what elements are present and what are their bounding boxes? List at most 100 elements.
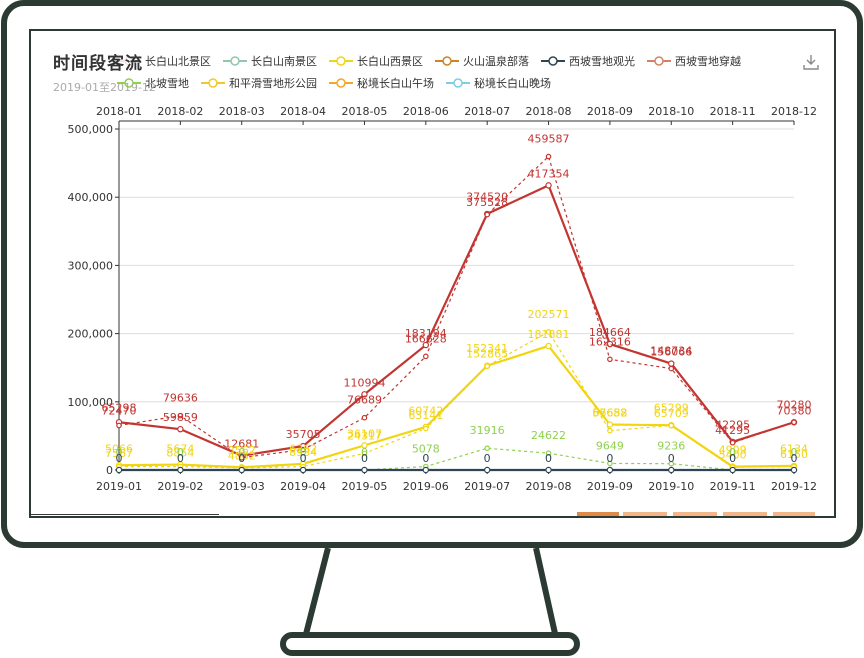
x-top-tick-label: 2018-01	[96, 105, 142, 118]
x-top-tick-label: 2018-09	[587, 105, 633, 118]
data-point	[177, 466, 184, 474]
data-point	[668, 460, 675, 467]
data-label: 76689	[347, 394, 382, 407]
x-bottom-tick-label: 2019-03	[219, 480, 265, 493]
legend-item[interactable]: 北坡雪地	[117, 72, 189, 94]
download-icon[interactable]	[802, 53, 820, 71]
data-label: 66682	[592, 407, 627, 420]
data-label: 184664	[589, 326, 631, 339]
data-label: 7567	[105, 447, 133, 460]
data-label: 0	[238, 452, 245, 465]
data-label: 57658	[592, 407, 627, 420]
legend-row: 长白山北景区 长白山南景区 长白山西景区 火山温泉部落 西坡雪地观光 西坡雪地穿越 北坡雪地…	[117, 50, 807, 94]
legend-swatch-icon	[647, 56, 671, 66]
bottom-tab-4[interactable]	[673, 512, 717, 516]
data-label: 148734	[650, 345, 692, 358]
legend-item[interactable]: 秘境长白山晚场	[446, 72, 551, 94]
data-label: 65709	[654, 407, 689, 420]
data-label: 0	[238, 446, 245, 459]
y-tick-label: 500,000	[68, 123, 114, 136]
data-point	[668, 365, 675, 372]
x-bottom-tick-label: 2019-04	[280, 480, 326, 493]
legend-swatch-icon	[435, 56, 459, 66]
x-bottom-tick-label: 2019-05	[341, 480, 387, 493]
legend-label: 西坡雪地穿越	[675, 55, 741, 68]
legend-item[interactable]: 和平滑雪地形公园	[201, 72, 317, 94]
data-label: 4882	[228, 449, 256, 462]
bottom-tab-6[interactable]	[773, 512, 815, 516]
data-point	[729, 466, 736, 474]
series-line-0	[118, 183, 795, 457]
x-top-tick-label: 2018-07	[464, 105, 510, 118]
data-label: 0	[729, 446, 736, 459]
bottom-tab-1[interactable]	[31, 514, 219, 515]
data-point	[606, 340, 614, 348]
data-label: 0	[606, 452, 613, 465]
series-lines	[115, 153, 798, 474]
data-label: 0	[791, 446, 798, 459]
legend: 长白山北景区 长白山南景区 长白山西景区 火山温泉部落 西坡雪地观光 西坡雪地穿越 北坡雪地…	[117, 50, 807, 94]
data-point	[729, 439, 736, 446]
data-label: 72470	[102, 404, 137, 417]
data-label: 9236	[657, 440, 685, 453]
data-point	[299, 466, 307, 474]
data-label: 63141	[408, 409, 443, 422]
legend-swatch-icon	[329, 56, 353, 66]
chart-panel: 0 100,000 200,000 300,000 400,000 500,000 2018…	[31, 31, 834, 516]
y-tick-label: 400,000	[68, 191, 114, 204]
legend-swatch-icon	[201, 78, 225, 88]
legend-label: 火山温泉部落	[463, 55, 529, 68]
legend-item[interactable]: 长白山南景区	[223, 50, 317, 72]
legend-label: 长白山南景区	[251, 55, 317, 68]
y-tick-label: 0	[106, 464, 113, 477]
legend-item[interactable]: 西坡雪地穿越	[647, 50, 741, 72]
bottom-tab-2[interactable]	[577, 512, 619, 516]
x-top-tick-label: 2018-12	[771, 105, 817, 118]
data-label: 0	[177, 452, 184, 465]
data-point	[606, 421, 614, 428]
legend-swatch-icon	[117, 78, 141, 88]
y-tick-label: 300,000	[68, 259, 114, 272]
data-label: 0	[729, 452, 736, 465]
bottom-tab-3[interactable]	[623, 512, 667, 516]
bottom-toolbar	[31, 509, 834, 516]
data-point	[606, 466, 614, 474]
x-bottom-tick-label: 2019-06	[403, 480, 449, 493]
data-label: 152865	[466, 348, 508, 361]
x-top-tick-label: 2018-04	[280, 105, 326, 118]
legend-label: 长白山西景区	[357, 55, 423, 68]
data-label: 42295	[715, 419, 750, 432]
legend-label: 北坡雪地	[145, 77, 189, 90]
data-label: 6150	[780, 448, 808, 461]
data-label: 60742	[408, 405, 443, 418]
data-point	[790, 466, 798, 474]
data-point	[545, 466, 552, 474]
bottom-tab-5[interactable]	[723, 512, 767, 516]
legend-item[interactable]: 秘境长白山午场	[329, 72, 434, 94]
data-point	[177, 425, 184, 433]
data-point	[791, 419, 797, 426]
legend-item[interactable]: 长白山西景区	[329, 50, 423, 72]
data-label: 110994	[343, 376, 385, 389]
data-point	[483, 466, 491, 474]
data-label: 70280	[777, 398, 812, 411]
series-line-3	[119, 331, 795, 469]
data-label: 0	[361, 446, 368, 459]
data-label: 156066	[650, 346, 692, 359]
data-label: 8934	[289, 446, 317, 459]
legend-item[interactable]: 火山温泉部落	[435, 50, 529, 72]
data-point	[545, 329, 552, 335]
grid-lines	[119, 128, 794, 403]
data-point	[422, 341, 430, 349]
data-label: 166628	[405, 332, 447, 345]
data-label: 24622	[531, 429, 566, 442]
data-label: 65298	[102, 401, 137, 414]
data-label: 0	[361, 452, 368, 465]
x-bottom-tick-label: 2019-01	[96, 480, 142, 493]
legend-label: 秘境长白山午场	[357, 77, 434, 90]
data-label: 35705	[286, 428, 321, 441]
legend-swatch-icon	[223, 56, 247, 66]
legend-item[interactable]: 西坡雪地观光	[541, 50, 635, 72]
x-bottom-tick-label: 2019-11	[710, 480, 756, 493]
chart-title: 时间段客流	[53, 49, 143, 74]
